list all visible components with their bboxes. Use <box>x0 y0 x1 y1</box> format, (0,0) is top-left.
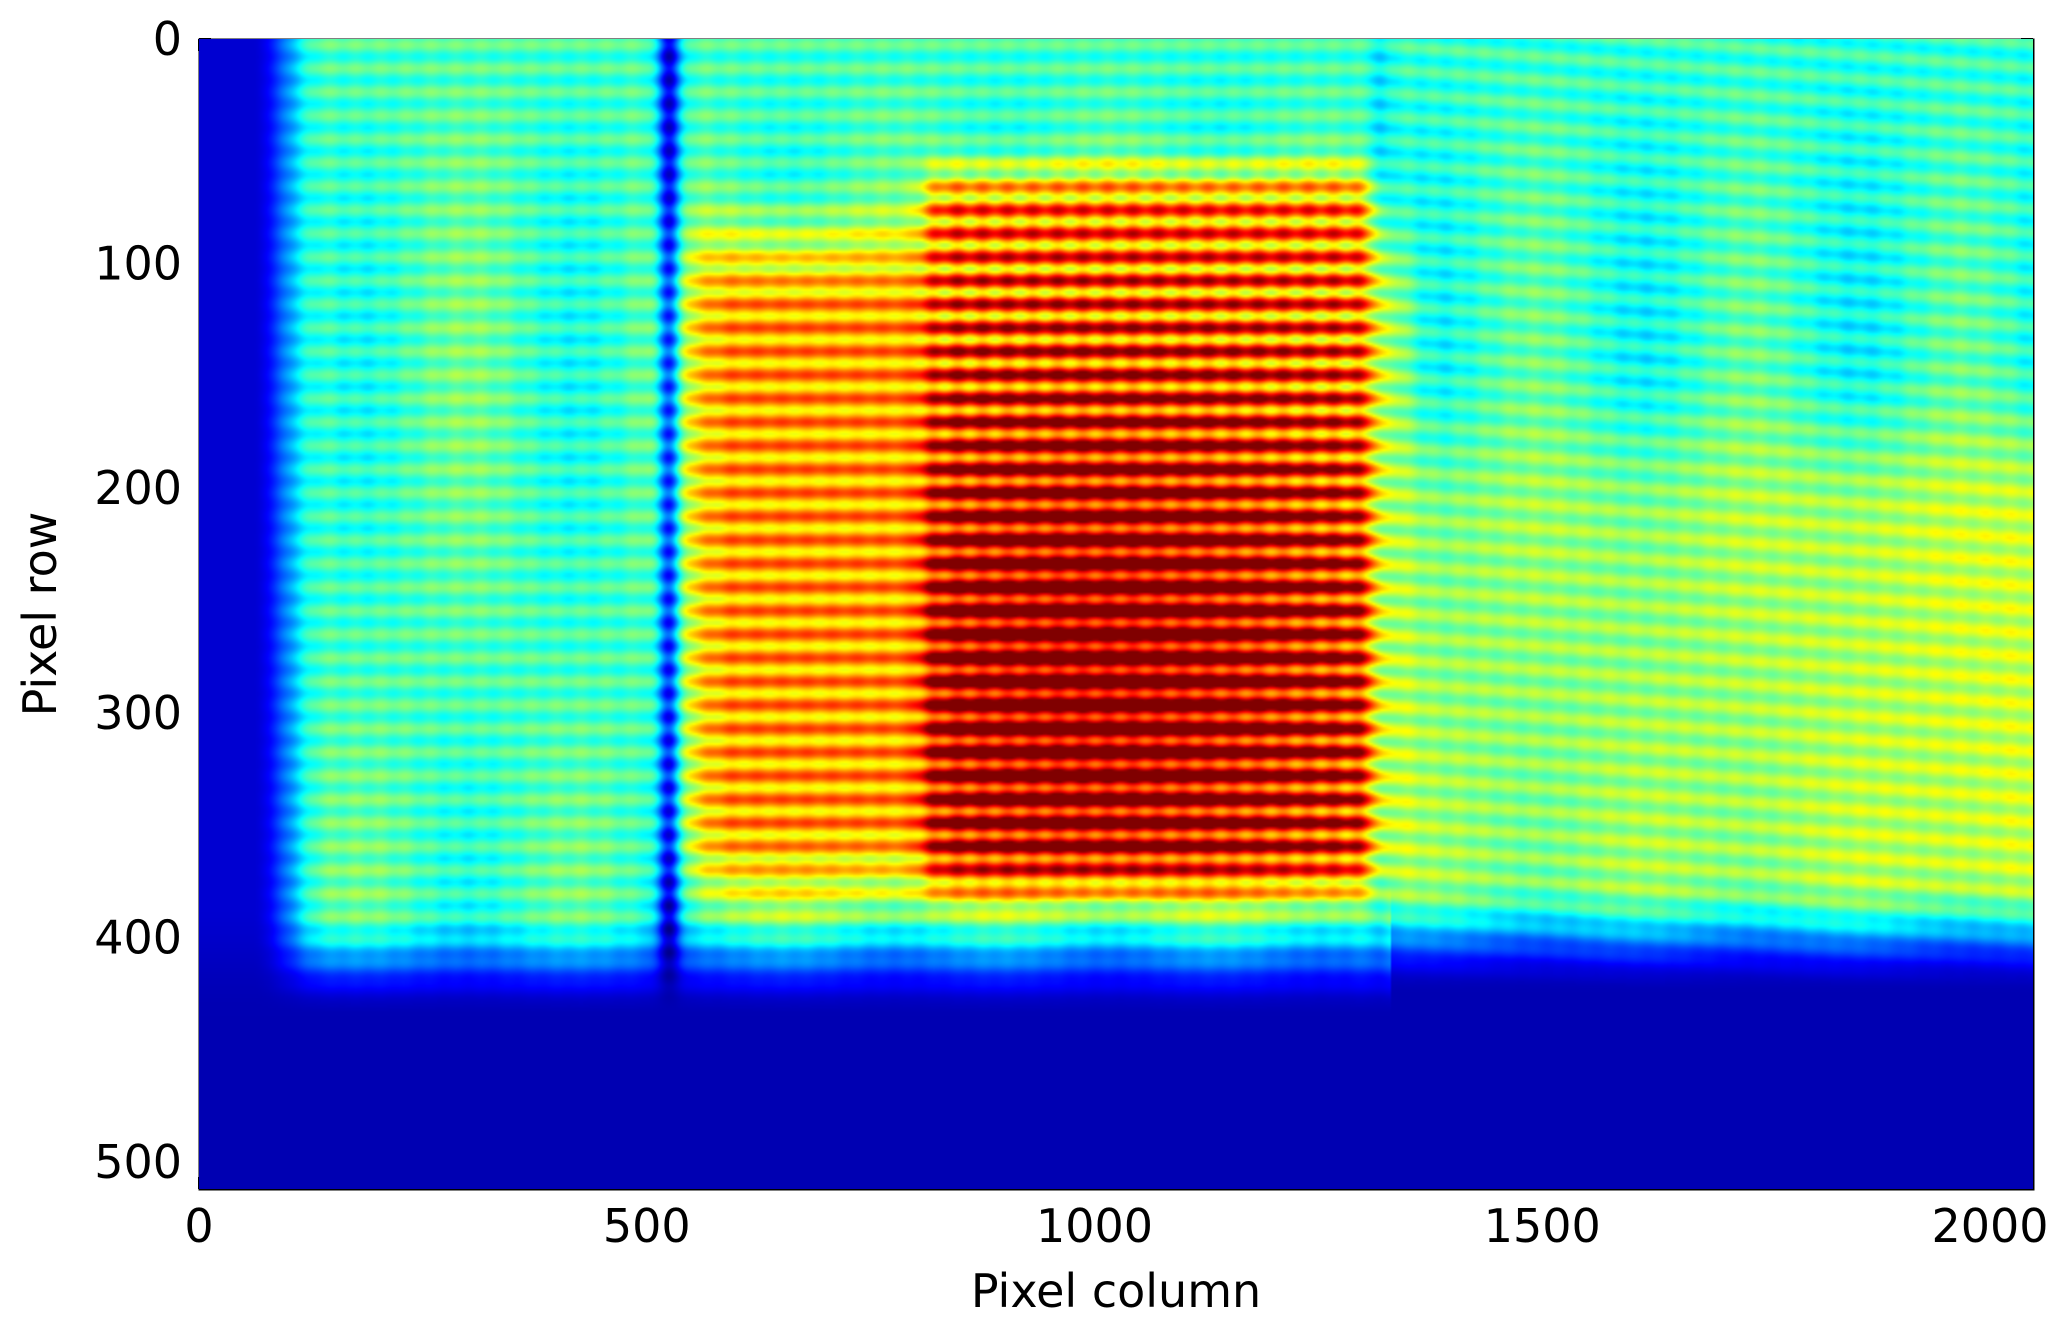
x-tick-label: 0 <box>184 1199 213 1253</box>
heatmap-image <box>199 39 2033 1189</box>
x-tick-label: 1500 <box>1484 1199 1601 1253</box>
y-tick-label: 400 <box>94 910 182 964</box>
x-tick-label: 500 <box>603 1199 691 1253</box>
y-axis-label: Pixel row <box>13 512 67 717</box>
y-tick-label: 500 <box>94 1135 182 1189</box>
y-tick-label: 100 <box>94 237 182 291</box>
y-tick-label: 200 <box>94 461 182 515</box>
x-tick-label: 2000 <box>1931 1199 2048 1253</box>
x-axis-label: Pixel column <box>971 1264 1261 1318</box>
x-tick-label: 1000 <box>1036 1199 1153 1253</box>
y-axis-ticks: 0 100 200 300 400 500 <box>94 12 2033 1189</box>
y-tick-label: 300 <box>94 686 182 740</box>
y-tick-label: 0 <box>153 12 182 66</box>
x-axis-ticks: 0 500 1000 1500 2000 <box>184 39 2049 1253</box>
